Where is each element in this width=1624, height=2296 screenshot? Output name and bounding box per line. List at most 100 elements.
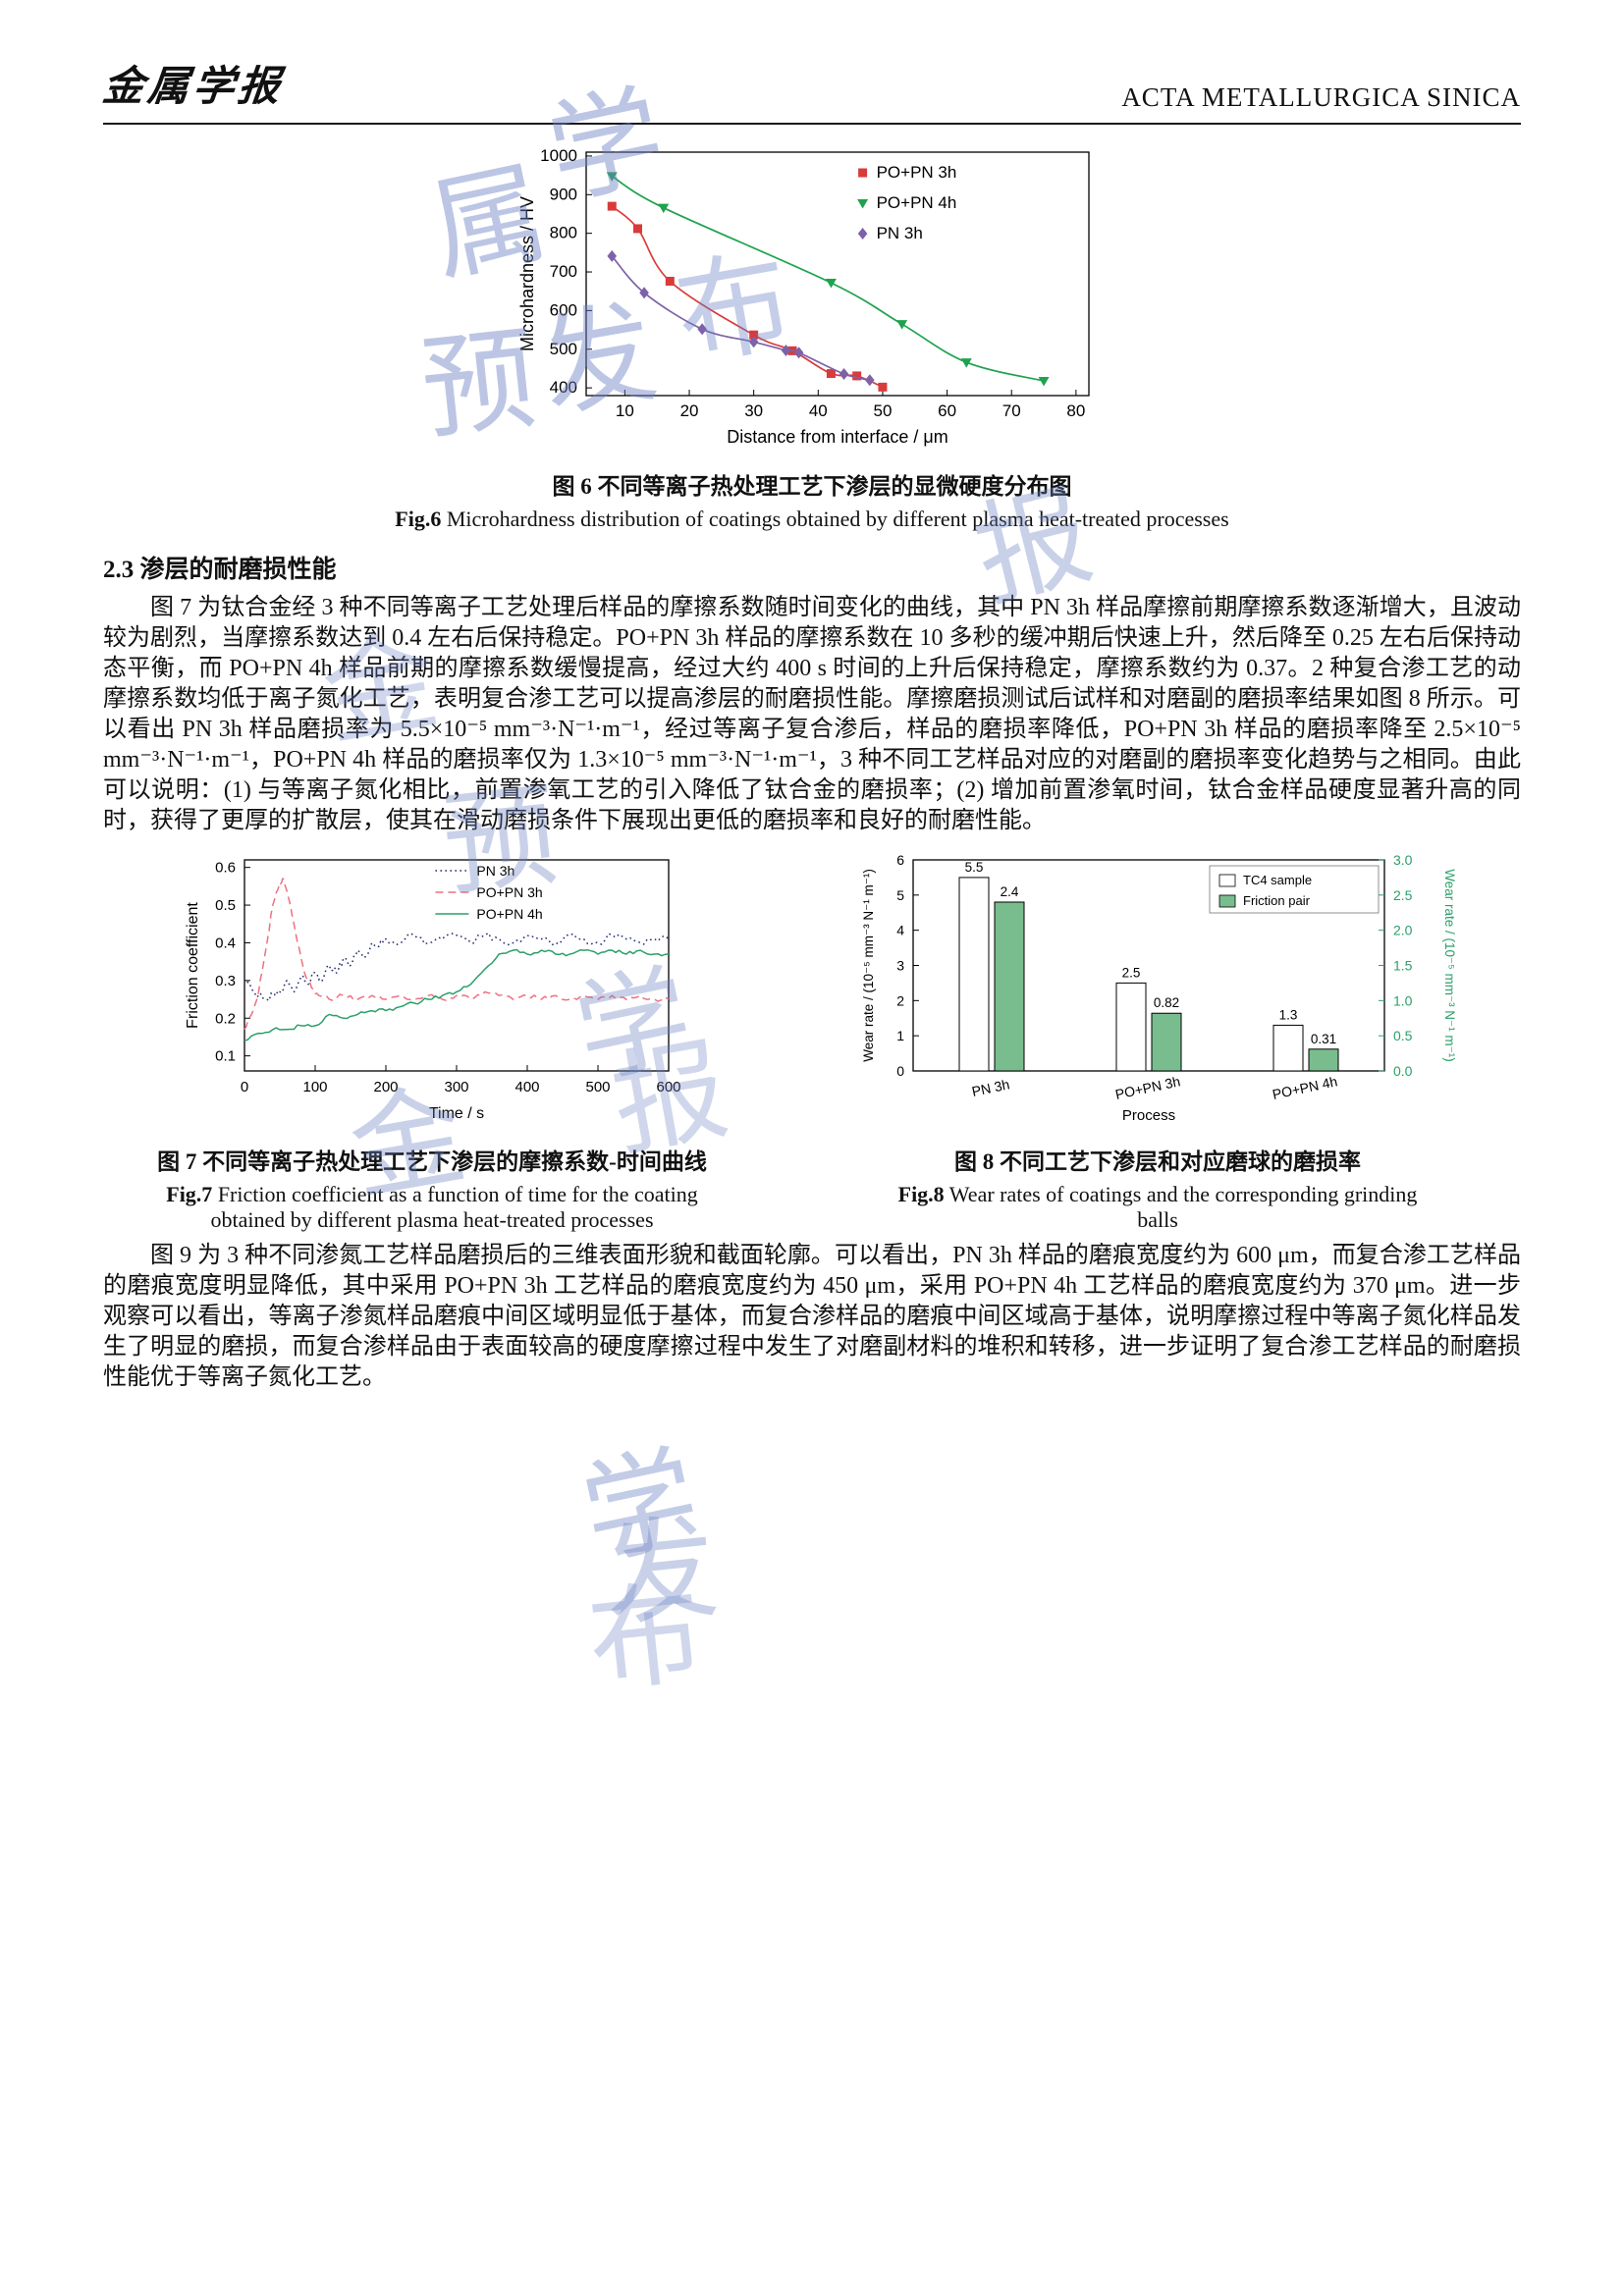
svg-text:0: 0	[241, 1079, 248, 1095]
svg-text:50: 50	[873, 401, 892, 420]
svg-text:PO+PN 3h: PO+PN 3h	[476, 884, 542, 900]
fig7-caption-en-text: Friction coefficient as a function of ti…	[210, 1182, 698, 1232]
svg-text:Friction coefficient: Friction coefficient	[185, 902, 201, 1029]
svg-text:Time / s: Time / s	[429, 1105, 484, 1122]
svg-text:0.2: 0.2	[215, 1010, 236, 1027]
svg-text:1.3: 1.3	[1279, 1007, 1298, 1022]
svg-text:TC4 sample: TC4 sample	[1243, 873, 1312, 887]
svg-text:Distance from interface / μm: Distance from interface / μm	[727, 427, 947, 447]
fig7-caption-zh-label: 图 7	[157, 1149, 197, 1174]
svg-text:2.0: 2.0	[1393, 923, 1413, 938]
fig6-caption-zh-label: 图 6	[552, 474, 592, 499]
fig8-caption-en: Fig.8 Wear rates of coatings and the cor…	[883, 1182, 1433, 1233]
page-content: 金属学报 ACTA METALLURGICA SINICA 10 20 30 40 50…	[100, 0, 1522, 1393]
svg-text:5: 5	[896, 887, 904, 903]
svg-text:PO+PN 3h: PO+PN 3h	[1113, 1073, 1181, 1102]
svg-text:Process: Process	[1122, 1107, 1175, 1124]
svg-text:400: 400	[550, 378, 577, 397]
fig6-caption-en-label: Fig.6	[395, 507, 442, 531]
svg-text:0.4: 0.4	[215, 934, 236, 951]
svg-text:1: 1	[896, 1028, 904, 1043]
svg-text:20: 20	[680, 401, 699, 420]
figure-row: 0 100 200 300 400 500 600 0.1 0.2 0.3 0.4 0.5 0.6 Tim…	[103, 848, 1521, 1233]
svg-text:Microhardness / HV: Microhardness / HV	[517, 196, 537, 351]
svg-text:Wear rate / (10⁻⁵ mm⁻³ N⁻¹ m⁻¹: Wear rate / (10⁻⁵ mm⁻³ N⁻¹ m⁻¹)	[1442, 869, 1457, 1062]
svg-text:200: 200	[373, 1079, 398, 1095]
svg-text:PO+PN 3h: PO+PN 3h	[877, 163, 957, 182]
svg-text:600: 600	[656, 1079, 680, 1095]
svg-text:0.5: 0.5	[1393, 1028, 1413, 1043]
svg-text:2: 2	[896, 992, 904, 1008]
fig8-caption-en-text: Wear rates of coatings and the correspon…	[948, 1182, 1418, 1232]
svg-text:2.5: 2.5	[1122, 965, 1141, 980]
svg-text:5.5: 5.5	[965, 860, 984, 875]
svg-text:PN 3h: PN 3h	[476, 863, 514, 879]
svg-text:300: 300	[444, 1079, 468, 1095]
fig6-caption-zh: 图 6 不同等离子热处理工艺下渗层的显微硬度分布图	[103, 467, 1521, 501]
svg-text:0.3: 0.3	[215, 973, 236, 989]
watermark-glyph: 发	[597, 1505, 724, 1641]
svg-text:0.0: 0.0	[1393, 1063, 1413, 1079]
fig8-caption-en-label: Fig.8	[897, 1182, 945, 1206]
fig6-caption-en: Fig.6 Microhardness distribution of coat…	[103, 507, 1521, 532]
svg-text:2.4: 2.4	[1001, 884, 1019, 899]
svg-text:0.31: 0.31	[1311, 1032, 1336, 1046]
fig8-wear-rate-chart: 0 1 2 3 4 5 6 0.0 0.5 1.0 1.5 2.0 2.5 3.0 PN 3h 5.5 2.4 P…	[861, 852, 1457, 1124]
svg-text:6: 6	[896, 852, 904, 868]
fig7-friction-chart: 0 100 200 300 400 500 600 0.1 0.2 0.3 0.4 0.5 0.6 Tim…	[185, 859, 681, 1122]
svg-text:PN 3h: PN 3h	[877, 224, 923, 242]
fig8-caption-zh-label: 图 8	[954, 1149, 995, 1174]
svg-text:0.82: 0.82	[1154, 995, 1179, 1010]
svg-text:80: 80	[1066, 401, 1085, 420]
svg-text:400: 400	[514, 1079, 539, 1095]
svg-text:4: 4	[896, 923, 904, 938]
svg-text:2.5: 2.5	[1393, 887, 1413, 903]
figure7-block: 0 100 200 300 400 500 600 0.1 0.2 0.3 0.4 0.5 0.6 Tim…	[103, 848, 761, 1233]
fig6-caption-zh-text: 不同等离子热处理工艺下渗层的显微硬度分布图	[597, 474, 1072, 499]
fig8-caption-zh: 图 8 不同工艺下渗层和对应磨球的磨损率	[794, 1143, 1521, 1176]
fig6-microhardness-chart: 10 20 30 40 50 60 70 80 400 500 600 700 800 900 1000 Di…	[517, 146, 1090, 447]
svg-text:900: 900	[550, 185, 577, 203]
body-paragraph-2: 图 9 为 3 种不同渗氮工艺样品磨损后的三维表面形貌和截面轮廓。可以看出，PN…	[103, 1243, 1521, 1390]
svg-text:0.5: 0.5	[215, 897, 236, 914]
svg-text:100: 100	[302, 1079, 327, 1095]
svg-text:0.1: 0.1	[215, 1048, 236, 1065]
svg-text:0.6: 0.6	[215, 860, 236, 877]
svg-text:40: 40	[809, 401, 828, 420]
fig7-caption-zh-text: 不同等离子热处理工艺下渗层的摩擦系数-时间曲线	[202, 1149, 707, 1174]
svg-text:1.0: 1.0	[1393, 992, 1413, 1008]
svg-text:PN 3h: PN 3h	[970, 1076, 1010, 1099]
journal-title: ACTA METALLURGICA SINICA	[1121, 82, 1521, 112]
figure6-block: 10 20 30 40 50 60 70 80 400 500 600 700 800 900 1000 Di…	[103, 140, 1521, 532]
fig7-caption-en-label: Fig.7	[166, 1182, 213, 1206]
fig7-caption-en: Fig.7 Friction coefficient as a function…	[128, 1182, 736, 1233]
fig7-caption-zh: 图 7 不同等离子热处理工艺下渗层的摩擦系数-时间曲线	[103, 1143, 761, 1176]
fig8-caption-zh-text: 不同工艺下渗层和对应磨球的磨损率	[1000, 1149, 1361, 1174]
svg-text:3: 3	[896, 958, 904, 974]
fig6-caption-en-text: Microhardness distribution of coatings o…	[446, 507, 1229, 531]
svg-text:Wear rate / (10⁻⁵ mm⁻³ N⁻¹ m⁻¹: Wear rate / (10⁻⁵ mm⁻³ N⁻¹ m⁻¹)	[861, 869, 876, 1062]
svg-text:PO+PN 4h: PO+PN 4h	[1271, 1073, 1338, 1102]
svg-text:500: 500	[550, 340, 577, 358]
svg-text:0: 0	[896, 1063, 904, 1079]
svg-text:PO+PN 4h: PO+PN 4h	[476, 906, 542, 922]
journal-logo: 金属学报	[100, 65, 286, 110]
svg-text:500: 500	[585, 1079, 610, 1095]
svg-text:600: 600	[550, 300, 577, 319]
figure8-block: 0 1 2 3 4 5 6 0.0 0.5 1.0 1.5 2.0 2.5 3.0 PN 3h 5.5 2.4 P…	[794, 848, 1521, 1233]
page-header: 金属学报 ACTA METALLURGICA SINICA	[100, 0, 1521, 125]
svg-text:30: 30	[744, 401, 763, 420]
section-heading: 2.3 渗层的耐磨损性能	[103, 557, 337, 583]
svg-text:800: 800	[550, 224, 577, 242]
watermark-glyph: 布	[582, 1571, 709, 1707]
svg-text:70: 70	[1002, 401, 1021, 420]
svg-text:PO+PN 4h: PO+PN 4h	[877, 193, 957, 212]
svg-text:3.0: 3.0	[1393, 852, 1413, 868]
svg-text:1.5: 1.5	[1393, 958, 1413, 974]
body-paragraph-1: 图 7 为钛合金经 3 种不同等离子工艺处理后样品的摩擦系数随时间变化的曲线，其…	[103, 595, 1522, 833]
svg-text:10: 10	[616, 401, 634, 420]
svg-text:60: 60	[938, 401, 956, 420]
svg-text:700: 700	[550, 262, 577, 281]
svg-text:1000: 1000	[540, 146, 577, 165]
